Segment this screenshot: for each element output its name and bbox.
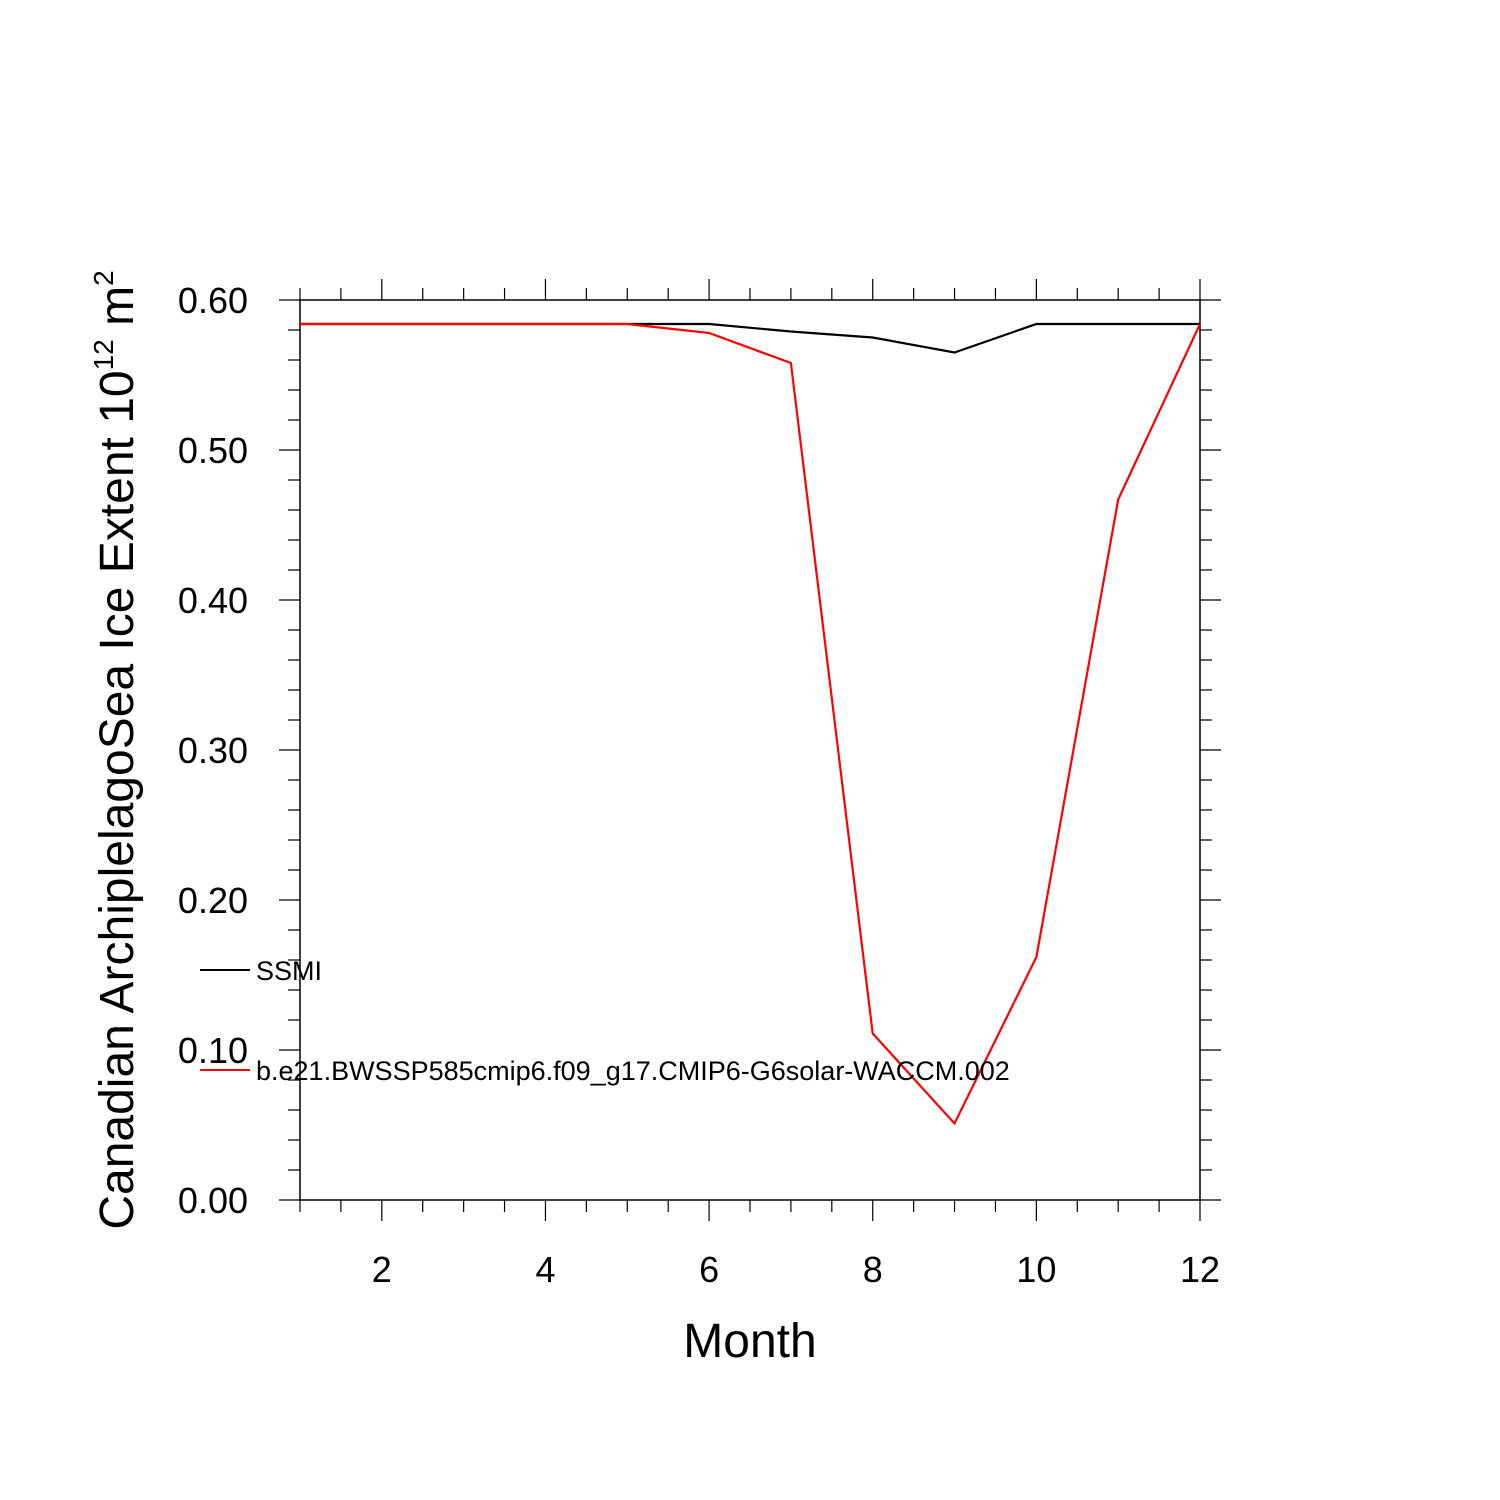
y-axis-title-unit-exponent: 2 bbox=[88, 270, 119, 286]
legend-label-model: b.e21.BWSSP585cmip6.f09_g17.CMIP6-G6sola… bbox=[256, 1056, 1010, 1086]
legend: SSMI b.e21.BWSSP585cmip6.f09_g17.CMIP6-G… bbox=[200, 956, 1010, 1086]
x-tick-labels: 2 4 6 8 10 12 bbox=[372, 1249, 1220, 1290]
axis-ticks bbox=[279, 279, 1221, 1221]
x-tick-label: 6 bbox=[699, 1249, 719, 1290]
y-tick-label: 0.00 bbox=[178, 1180, 248, 1221]
series-lines bbox=[300, 322, 1201, 1126]
y-tick-label: 0.10 bbox=[178, 1030, 248, 1071]
y-tick-label: 0.50 bbox=[178, 430, 248, 471]
y-tick-label: 0.30 bbox=[178, 730, 248, 771]
legend-entry-model: b.e21.BWSSP585cmip6.f09_g17.CMIP6-G6sola… bbox=[200, 1056, 1010, 1086]
y-tick-labels: 0.00 0.10 0.20 0.30 0.40 0.50 0.60 bbox=[178, 280, 248, 1221]
x-axis-title: Month bbox=[683, 1315, 816, 1368]
x-tick-label: 8 bbox=[863, 1249, 883, 1290]
plot-frame bbox=[299, 299, 1201, 1201]
y-axis-title-main: Canadian ArchiplelagoSea Ice Extent 10 bbox=[91, 370, 144, 1229]
y-axis-title-unit: m bbox=[91, 286, 144, 339]
series-line-model bbox=[300, 322, 1201, 1126]
legend-entry-ssmi: SSMI bbox=[200, 956, 322, 986]
y-tick-label: 0.40 bbox=[178, 580, 248, 621]
y-axis-title: Canadian ArchiplelagoSea Ice Extent 1012… bbox=[88, 270, 144, 1229]
legend-label-ssmi: SSMI bbox=[256, 956, 322, 986]
y-tick-label: 0.20 bbox=[178, 880, 248, 921]
x-tick-label: 10 bbox=[1016, 1249, 1056, 1290]
x-tick-label: 4 bbox=[535, 1249, 555, 1290]
y-axis-title-exponent: 12 bbox=[88, 339, 119, 370]
x-tick-label: 12 bbox=[1180, 1249, 1220, 1290]
y-tick-label: 0.60 bbox=[178, 280, 248, 321]
x-tick-label: 2 bbox=[372, 1249, 392, 1290]
